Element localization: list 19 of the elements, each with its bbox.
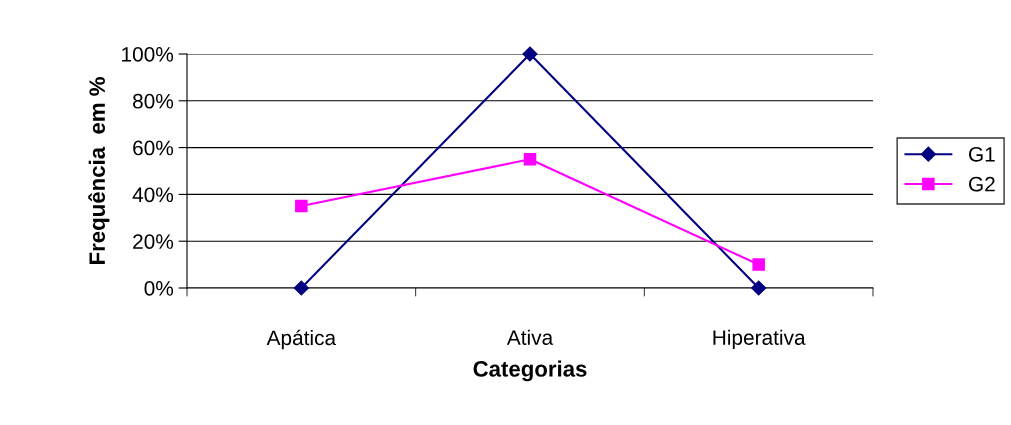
- y-tick-label: 20%: [133, 234, 174, 249]
- legend-label: G2: [969, 176, 995, 192]
- x-tick-label: Hiperativa: [713, 329, 806, 350]
- x-tick-label: Ativa: [506, 329, 554, 345]
- x-axis-title: Categorias: [473, 360, 587, 382]
- point: [523, 153, 537, 166]
- point: [522, 46, 538, 62]
- x-tick-label: Apática: [266, 329, 337, 350]
- y-axis-title: Frequência em %: [88, 77, 110, 264]
- y-tick-label: 100%: [122, 47, 174, 62]
- point: [295, 199, 308, 213]
- point: [751, 280, 767, 296]
- y-tick-label: 60%: [133, 140, 174, 156]
- y-tick-label: 80%: [133, 93, 174, 109]
- y-tick-label: 0%: [144, 281, 174, 296]
- y-tick-label: 40%: [132, 187, 174, 203]
- point: [752, 258, 765, 271]
- point: [293, 280, 309, 296]
- legend-label: G1: [969, 146, 995, 162]
